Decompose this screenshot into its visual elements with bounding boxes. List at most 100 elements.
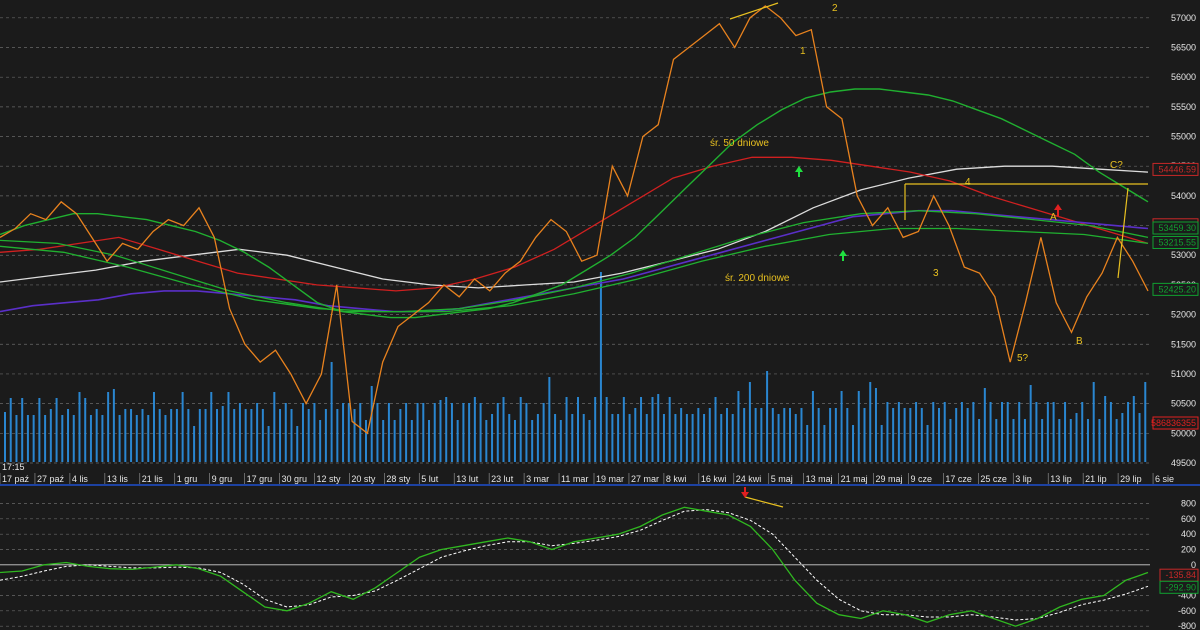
volume-bar (725, 408, 728, 462)
trend-line-top (729, 2, 779, 20)
osc-y-tick-label: 600 (1181, 514, 1196, 524)
arrow-down-icon (741, 487, 749, 498)
osc-y-tick-label: -600 (1178, 606, 1196, 616)
value-box (1152, 235, 1199, 249)
volume-bar (559, 420, 562, 462)
date-tick-label: 24 kwi (736, 474, 762, 484)
volume-bar (817, 408, 820, 462)
volume-bar (193, 426, 196, 462)
annotation-label: śr. 200 dniowe (725, 273, 790, 284)
volume-bar (1092, 382, 1095, 462)
value-box (1152, 162, 1199, 176)
oscillator-grid (0, 503, 1150, 627)
volume-bar (462, 403, 465, 462)
volume-bar (508, 414, 511, 462)
volume-bar (15, 415, 18, 462)
avg-white-line (0, 165, 1149, 289)
volume-bar (995, 419, 998, 462)
date-tick-label: 25 cze (980, 474, 1007, 484)
main-y-tick-label: 50000 (1171, 428, 1196, 438)
volume-bar (55, 398, 58, 462)
volume-bar (594, 397, 597, 462)
volume-bar (897, 402, 900, 462)
volume-bar (135, 415, 138, 462)
volume-bar (617, 414, 620, 462)
date-tick-label: 21 lip (1085, 474, 1107, 484)
date-tick-label: 9 cze (910, 474, 932, 484)
volume-bar (410, 420, 413, 462)
volume-bar (1058, 419, 1061, 462)
volume-bar (1018, 402, 1021, 462)
volume-bar (513, 420, 516, 462)
volume-bar (628, 414, 631, 462)
volume-bar (605, 397, 608, 462)
volume-bar (960, 402, 963, 462)
volume-bar (1023, 419, 1026, 462)
annotation-label: śr. 50 dniowe (710, 138, 769, 149)
main-y-tick-label: 50500 (1171, 399, 1196, 409)
volume-bar (1041, 419, 1044, 462)
date-tick-label: 13 lis (107, 474, 129, 484)
date-tick-label: 13 lut (456, 474, 479, 484)
volume-bar (210, 392, 213, 462)
volume-bar (714, 397, 717, 462)
date-tick-label: 19 mar (596, 474, 624, 484)
avg-green-mid-line (0, 210, 1149, 313)
volume-bar (806, 425, 809, 462)
volume-bar (393, 420, 396, 462)
volume-bar (880, 425, 883, 462)
volume-bar (886, 402, 889, 462)
date-tick-label: 8 kwi (666, 474, 687, 484)
volume-bar (21, 398, 24, 462)
volume-bar (273, 392, 276, 462)
volume-bar (61, 415, 64, 462)
main-y-axis: 4950050000505005100051500520005250053000… (1171, 13, 1196, 468)
volume-bar (164, 415, 167, 462)
volume-bar (89, 415, 92, 462)
volume-bar (1144, 382, 1147, 462)
volume-bar (324, 409, 327, 462)
volume-bar (943, 402, 946, 462)
volume-bar (771, 408, 774, 462)
volume-bar (932, 402, 935, 462)
volume-bar (382, 420, 385, 462)
volume-bar (376, 403, 379, 462)
volume-bar (691, 414, 694, 462)
volume-bar (949, 419, 952, 462)
volume-bar (1046, 402, 1049, 462)
volume-bar (9, 398, 12, 462)
volume-bar (422, 403, 425, 462)
volume-bar (737, 391, 740, 462)
date-tick-label: 3 lip (1015, 474, 1032, 484)
value-box-label: 54446.59 (1158, 164, 1196, 174)
volume-bar (1035, 402, 1038, 462)
volume-bar (1075, 413, 1078, 462)
volume-bar (622, 397, 625, 462)
price-line (0, 5, 1149, 435)
volume-bar (920, 408, 923, 462)
date-tick-label: 28 sty (386, 474, 411, 484)
volume-bar (1064, 402, 1067, 462)
osc-value-label: -135.84 (1165, 570, 1196, 580)
volume-bar (170, 409, 173, 462)
volume-bar (67, 409, 70, 462)
volume-bar (147, 415, 150, 462)
volume-bar (1109, 402, 1112, 462)
date-tick-label: 20 sty (351, 474, 376, 484)
sma50-line (0, 88, 1149, 319)
oscillator-line (0, 506, 1149, 627)
volume-bar (347, 403, 350, 462)
volume-bar (680, 408, 683, 462)
main-y-tick-label: 51500 (1171, 339, 1196, 349)
volume-bar (966, 408, 969, 462)
volume-bar (766, 371, 769, 462)
volume-bar (599, 272, 602, 462)
volume-bar (1086, 419, 1089, 462)
volume-bar (405, 403, 408, 462)
volume-bar (330, 362, 333, 462)
date-tick-label: 3 mar (526, 474, 549, 484)
volume-bar (319, 420, 322, 462)
date-tick-label: 27 mar (631, 474, 659, 484)
date-tick-label: 27 paź (37, 474, 65, 484)
date-tick-label: 21 maj (841, 474, 868, 484)
